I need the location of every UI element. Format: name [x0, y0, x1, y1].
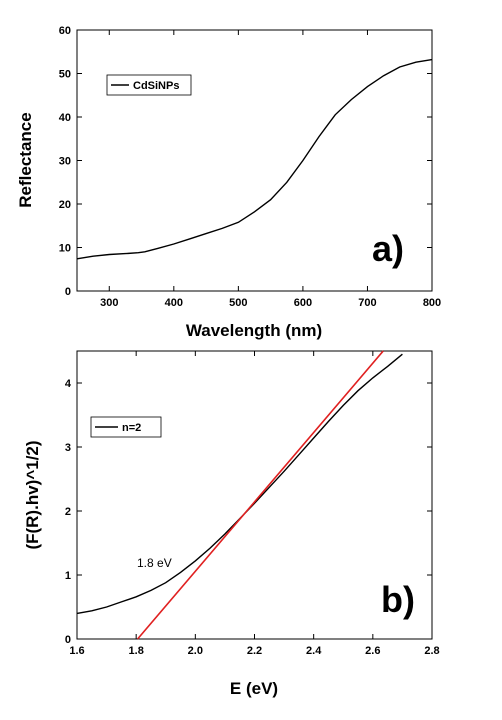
panel-a-series-cdsinps: [76, 58, 433, 260]
panel-a-y-tick-label: 30: [59, 156, 71, 168]
panel-b-legend-box: [90, 416, 162, 438]
panel-a-legend: CdSiNPs: [106, 74, 192, 96]
panel-a-y-ticks: 0 10 20 30 40 50 60: [59, 25, 432, 298]
panel-b-x-tick-label: 1.6: [69, 645, 84, 657]
panel-a-ylabel: Reflectance: [16, 112, 35, 207]
panel-b-x-tick-label: 2.4: [306, 645, 322, 657]
panel-a-y-tick-label: 50: [59, 69, 71, 81]
panel-a-y-tick-label: 60: [59, 25, 71, 37]
panel-b-x-tick-label: 2.2: [247, 645, 262, 657]
panel-b-xlabel: E (eV): [230, 679, 278, 698]
panel-a-x-ticks: 300 400 500 600 700 800: [100, 30, 441, 309]
panel-b-ylabel: (F(R).hv)^1/2): [23, 440, 42, 549]
panel-a-legend-label: CdSiNPs: [133, 80, 179, 92]
panel-b-x-tick-label: 2.0: [188, 645, 203, 657]
panel-b-y-tick-label: 4: [65, 378, 72, 390]
panel-a-y-tick-label: 40: [59, 112, 71, 124]
panel-b-y-tick-label: 2: [65, 506, 71, 518]
panel-b-legend: n=2: [90, 416, 162, 438]
panel-b: 0 1 2 3 4 1.6 1.8 2.0 2.2 2.4 2.6 2.8 (F(R).hv)^1/…: [23, 350, 440, 698]
panel-b-y-tick-label: 1: [65, 570, 71, 582]
panel-a-x-tick-label: 600: [294, 297, 312, 309]
panel-a-x-tick-label: 800: [423, 297, 441, 309]
panel-a-x-tick-label: 700: [358, 297, 376, 309]
panel-a-x-tick-label: 500: [229, 297, 247, 309]
panel-a: 0 10 20 30 40 50 60 300 400 500 600 700 800 Reflect…: [16, 25, 441, 340]
panel-b-x-ticks: 1.6 1.8 2.0 2.2 2.4 2.6 2.8: [69, 351, 440, 657]
panel-b-y-tick-label: 0: [65, 634, 71, 646]
panel-b-x-tick-label: 2.6: [365, 645, 380, 657]
panel-b-y-ticks: 0 1 2 3 4: [65, 378, 432, 646]
panel-b-frame: [76, 350, 433, 640]
panel-a-x-tick-label: 400: [165, 297, 183, 309]
panel-b-series-n2: [76, 353, 403, 615]
panel-a-x-tick-label: 300: [100, 297, 118, 309]
panel-b-y-tick-label: 3: [65, 442, 71, 454]
panel-b-fit-line: [136, 350, 384, 640]
panel-b-annotation: 1.8 eV: [137, 556, 172, 570]
panel-b-label: b): [381, 579, 415, 620]
panel-b-x-tick-label: 2.8: [424, 645, 439, 657]
panel-a-y-tick-label: 0: [65, 286, 71, 298]
panel-a-label: a): [372, 228, 404, 269]
panel-b-x-tick-label: 1.8: [129, 645, 144, 657]
panel-a-legend-box: [106, 74, 192, 96]
panel-b-legend-label: n=2: [122, 422, 141, 434]
panel-a-y-tick-label: 20: [59, 199, 71, 211]
panel-a-y-tick-label: 10: [59, 243, 71, 255]
panel-a-xlabel: Wavelength (nm): [186, 321, 322, 340]
